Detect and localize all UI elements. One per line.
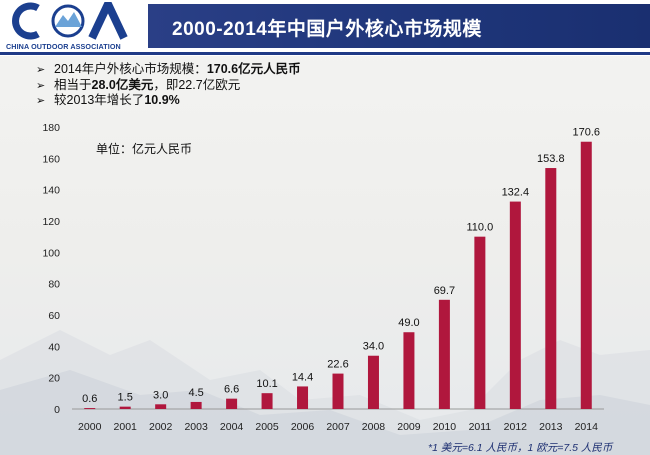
x-tick-label: 2002 (149, 421, 173, 433)
bar-2001 (119, 406, 131, 409)
data-label: 1.5 (118, 392, 133, 404)
bar-2014 (580, 141, 592, 409)
data-label: 49.0 (398, 317, 419, 329)
x-tick-label: 2009 (397, 421, 421, 433)
bar-2000 (84, 408, 96, 410)
y-tick-label: 0 (54, 404, 60, 416)
arrow-bullet-icon: ➢ (36, 64, 46, 76)
arrow-bullet-icon: ➢ (36, 79, 46, 92)
bullet-item: ➢ 较2013年增长了10.9% (36, 93, 436, 109)
bar-2007 (332, 373, 344, 409)
unit-label: 单位：亿元人民币 (96, 141, 192, 156)
bar-2008 (367, 355, 379, 409)
x-tick-label: 2006 (291, 421, 315, 433)
coa-logo-mark-icon (12, 2, 128, 40)
data-label: 0.6 (82, 393, 97, 405)
bar-2009 (403, 332, 415, 409)
bar-2012 (509, 201, 521, 409)
bar-2005 (261, 393, 273, 409)
bar-2006 (297, 386, 309, 409)
title-bar: 2000-2014年中国户外核心市场规模 (148, 4, 650, 48)
page-title: 2000-2014年中国户外核心市场规模 (172, 19, 482, 40)
data-label: 34.0 (363, 341, 384, 353)
data-label: 22.6 (327, 359, 348, 371)
x-tick-label: 2004 (220, 421, 244, 433)
y-tick-label: 120 (42, 216, 60, 228)
y-tick-label: 160 (42, 153, 60, 165)
y-tick-label: 180 (42, 122, 60, 134)
bar-2010 (438, 299, 450, 409)
y-tick-label: 20 (48, 373, 60, 385)
bar-2004 (226, 398, 238, 409)
header-divider (0, 52, 650, 55)
data-label: 4.5 (188, 387, 203, 399)
x-tick-label: 2013 (539, 421, 563, 433)
data-label: 69.7 (434, 285, 455, 297)
arrow-bullet-icon: ➢ (36, 95, 46, 107)
data-label: 14.4 (292, 371, 313, 383)
y-tick-label: 100 (42, 247, 60, 259)
data-label: 3.0 (153, 389, 168, 401)
currency-footnote: *1 美元=6.1 人民币，1 欧元=7.5 人民币 (428, 442, 613, 454)
x-tick-label: 2014 (575, 421, 599, 433)
data-label: 10.1 (256, 378, 277, 390)
bar-2003 (190, 401, 202, 409)
x-tick-label: 2005 (255, 421, 279, 433)
x-tick-label: 2003 (184, 421, 208, 433)
y-tick-label: 80 (48, 279, 60, 291)
y-tick-label: 40 (48, 341, 60, 353)
data-label: 132.4 (502, 187, 530, 199)
logo-subtitle: CHINA OUTDOOR ASSOCIATION (6, 42, 121, 51)
coa-logo: CHINA OUTDOOR ASSOCIATION (0, 0, 150, 56)
header: CHINA OUTDOOR ASSOCIATION 2000-2014年中国户外… (0, 0, 650, 56)
x-tick-label: 2007 (326, 421, 350, 433)
y-tick-label: 140 (42, 185, 60, 197)
x-tick-label: 2001 (114, 421, 138, 433)
y-tick-label: 60 (48, 310, 60, 322)
bullet-item: ➢ 2014年户外核心市场规模：170.6亿元人民币 (36, 62, 436, 78)
bar-2011 (474, 236, 486, 409)
data-label: 110.0 (467, 222, 494, 234)
x-tick-label: 2008 (362, 421, 386, 433)
bullet-item: ➢ 相当于28.0亿美元，即22.7亿欧元 (36, 78, 436, 94)
bar-2002 (155, 404, 167, 409)
data-label: 6.6 (224, 384, 239, 396)
x-tick-label: 2000 (78, 421, 102, 433)
bar-2013 (545, 168, 557, 409)
summary-bullets: ➢ 2014年户外核心市场规模：170.6亿元人民币 ➢ 相当于28.0亿美元，即2… (36, 62, 436, 109)
x-tick-label: 2010 (433, 421, 457, 433)
x-tick-label: 2012 (504, 421, 528, 433)
data-label: 170.6 (573, 127, 601, 139)
x-tick-label: 2011 (469, 421, 492, 433)
data-label: 153.8 (537, 153, 565, 165)
